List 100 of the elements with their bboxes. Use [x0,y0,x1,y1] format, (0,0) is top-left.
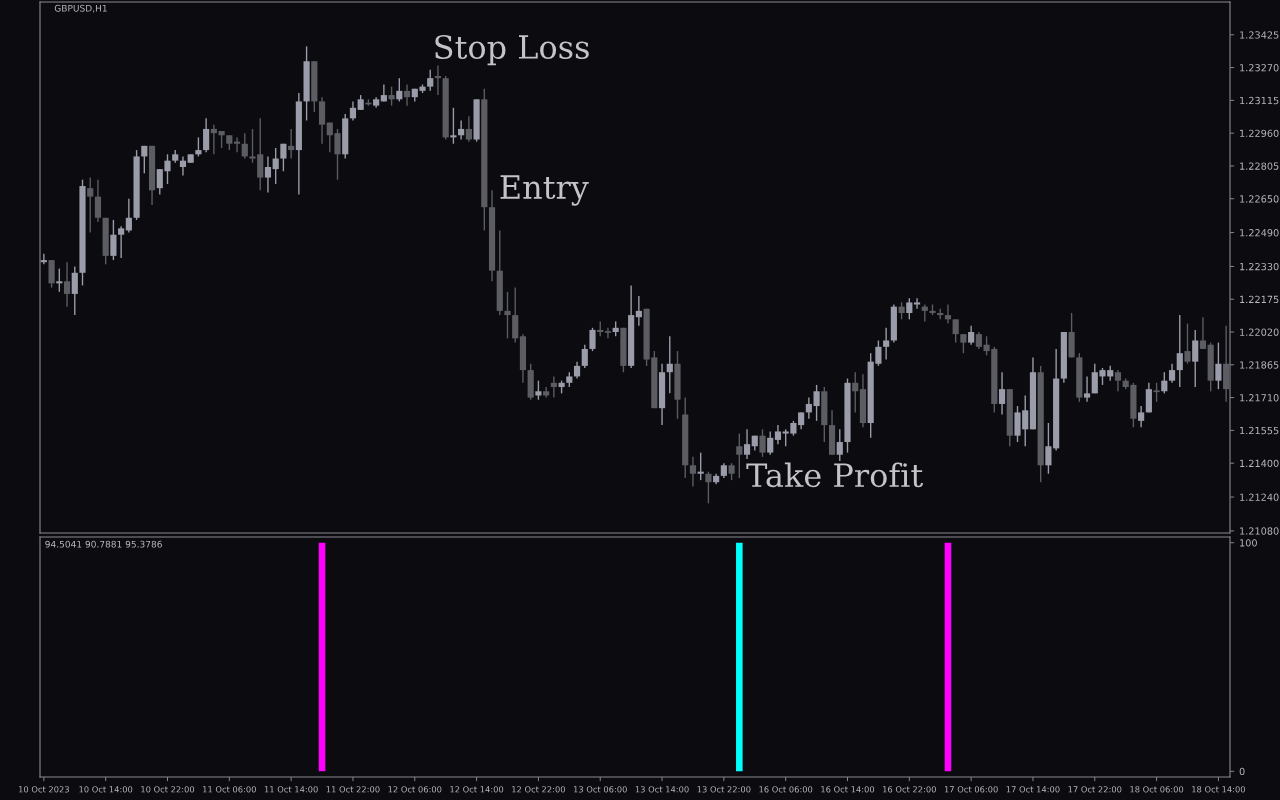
candlestick [666,335,673,395]
x-tick-label: 16 Oct 14:00 [821,786,875,793]
candlestick [1152,382,1161,403]
y-tick-label: 1.21080 [1240,527,1279,535]
x-tick-label: 12 Oct 14:00 [450,786,504,793]
x-tick-label: 10 Oct 22:00 [141,786,195,793]
x-tick-label: 16 Oct 22:00 [883,786,936,793]
candlestick [210,124,217,156]
y-tick-label: 1.22960 [1240,129,1279,137]
x-tick-label: 17 Oct 06:00 [944,786,998,793]
y-tick-label: 1.22650 [1240,195,1279,203]
y-tick-label: 1.22175 [1240,295,1279,304]
candlestick [543,386,550,399]
y-tick-label: 1.22330 [1240,262,1279,271]
candlestick [604,327,612,340]
x-tick-label: 16 Oct 06:00 [759,786,813,793]
candlestick [403,83,411,107]
candlestick [1168,363,1176,384]
y-tick-label: 1.23115 [1240,96,1279,105]
candlestick [759,428,766,458]
chart-title: GBPUSD,H1 [54,4,107,13]
candlestick [883,327,890,361]
candlestick [1114,369,1122,392]
x-tick-label: 13 Oct 14:00 [635,786,689,793]
candlestick [179,155,187,177]
candlestick [836,428,843,462]
annotation: Stop Loss [435,34,589,66]
candlestick [396,77,403,103]
candlestick [944,303,952,325]
candlestick [1138,405,1145,428]
y-tick-label: 0 [1239,767,1245,776]
candlestick [774,424,782,445]
candlestick [1192,329,1199,388]
y-tick-label: 1.21240 [1240,493,1279,501]
annotation: Take Profit [746,462,923,488]
candlestick [743,428,751,460]
candlestick [241,132,248,160]
candlestick [40,253,47,266]
candlestick [94,179,102,223]
candlestick [952,318,959,344]
y-tick-label: 1.22020 [1240,328,1279,336]
candlestick [1215,341,1222,390]
candlestick [767,430,774,456]
candlestick [280,143,287,172]
x-tick-label: 12 Oct 22:00 [512,786,566,793]
candlestick [852,371,859,414]
x-tick-label: 18 Oct 14:00 [1192,786,1246,793]
candlestick [465,115,472,143]
candlestick [349,100,357,122]
x-tick-label: 10 Oct 2023 [19,786,69,793]
candlestick [697,451,704,481]
candlestick [1184,322,1191,365]
candlestick [906,297,913,321]
candlestick [427,69,434,92]
x-tick-label: 10 Oct 14:00 [79,786,133,793]
y-tick-label: 1.23425 [1240,31,1279,39]
x-tick-label: 13 Oct 22:00 [697,786,751,793]
candlestick [87,176,94,234]
x-tick-label: 17 Oct 14:00 [1006,786,1060,793]
candlestick [998,371,1006,416]
candlestick [1161,371,1168,395]
y-tick-label: 100 [1240,539,1257,547]
candlestick [635,295,642,327]
y-tick-label: 1.22805 [1240,162,1279,170]
candlestick [434,64,442,96]
x-tick-label: 18 Oct 06:00 [1130,786,1184,793]
candlestick [1145,382,1152,414]
candlestick [581,344,588,369]
candlestick [195,136,202,158]
candlestick [318,96,326,145]
candlestick [705,470,712,505]
candlestick [736,432,743,479]
y-tick-label: 1.21400 [1240,459,1279,468]
candlestick [913,297,921,310]
candlestick [118,225,125,259]
candlestick [535,379,542,401]
candlestick [203,117,210,153]
candlestick [968,324,975,346]
chart-title: 94.5041 90.7881 95.3786 [45,540,162,548]
x-tick-label: 11 Oct 22:00 [326,786,380,793]
candlestick [388,85,395,107]
candlestick [450,107,457,145]
candlestick [504,291,511,340]
x-tick-label: 11 Oct 14:00 [264,786,318,793]
candlestick [550,375,557,399]
candlestick [110,219,117,261]
candlestick [264,155,272,194]
candlestick [1083,375,1091,403]
candlestick [689,456,697,488]
y-tick-label: 1.21865 [1240,361,1279,369]
candlestick [233,136,241,153]
candlestick [458,119,465,141]
candlestick [141,145,148,175]
x-tick-label: 17 Oct 22:00 [1068,786,1122,793]
x-tick-label: 12 Oct 06:00 [388,786,442,793]
candlestick [589,327,596,352]
candlestick [512,286,519,344]
candlestick [48,259,55,289]
y-tick-label: 1.21555 [1240,426,1279,435]
candlestick [960,333,967,354]
